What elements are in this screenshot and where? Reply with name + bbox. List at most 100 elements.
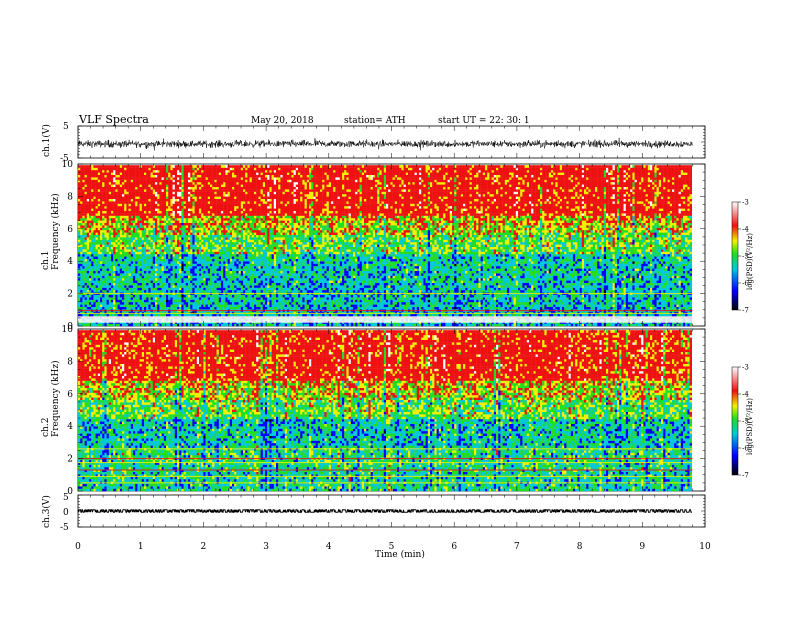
spectrogram-cell (562, 297, 564, 300)
spectrogram-cell (280, 302, 282, 305)
spectrogram-cell (298, 302, 300, 305)
spectrogram-cell (478, 295, 480, 298)
spectrogram-cell (522, 288, 524, 291)
spectrogram-cell (91, 283, 93, 286)
spectrogram-cell (230, 288, 232, 291)
spectrogram-cell (241, 285, 243, 288)
spectrogram-cell (401, 290, 403, 293)
spectrogram-cell (386, 324, 388, 327)
spectrogram-cell (630, 314, 632, 317)
spectrogram-cell (463, 324, 465, 327)
spectrogram-cell (124, 300, 126, 303)
spectrogram-cell (399, 285, 401, 288)
spectrogram-cell (107, 297, 109, 300)
spectrogram-cell (368, 290, 370, 293)
spectrogram-cell (621, 302, 623, 305)
spectrogram-cell (582, 297, 584, 300)
spectrogram-cell (584, 295, 586, 298)
spectrogram-cell (417, 288, 419, 291)
spectrogram-cell (267, 307, 269, 310)
spectrogram-cell (415, 307, 417, 310)
spectrogram-cell (287, 290, 289, 293)
spectrogram-cell (401, 295, 403, 298)
spectrogram-cell (555, 304, 557, 307)
spectrogram-cell (364, 307, 366, 310)
spectrogram-cell (146, 302, 148, 305)
spectrogram-cell (588, 304, 590, 307)
spectrogram-cell (300, 283, 302, 286)
spectrogram-cell (155, 324, 157, 327)
spectrogram-cell (291, 297, 293, 300)
spectrogram-cell (586, 314, 588, 317)
spectrogram-cell (577, 307, 579, 310)
spectrogram-cell (100, 324, 102, 327)
spectrogram-cell (102, 285, 104, 288)
spectrogram-cell (604, 324, 606, 327)
spectrogram-cell (630, 307, 632, 310)
spectrogram-cell (168, 300, 170, 303)
spectrogram-cell (573, 314, 575, 317)
spectrogram-cell (538, 288, 540, 291)
spectrogram-cell (181, 288, 183, 291)
spectrogram-cell (426, 304, 428, 307)
spectrogram-cell (377, 302, 379, 305)
spectrogram-cell (265, 314, 267, 317)
spectrogram-cell (320, 324, 322, 327)
spectrogram-cell (311, 324, 313, 327)
spectrogram-cell (450, 295, 452, 298)
spectrogram-cell (89, 307, 91, 310)
spectrogram-cell (408, 300, 410, 303)
spectrogram-cell (219, 295, 221, 298)
spectrogram-cell (423, 314, 425, 317)
spectrogram-cell (318, 285, 320, 288)
spectrogram-cell (131, 283, 133, 286)
spectrogram-cell (351, 307, 353, 310)
spectrogram-cell (186, 302, 188, 305)
spectrogram-cell (120, 297, 122, 300)
spectrogram-cell (527, 297, 529, 300)
spectrogram-cell (527, 314, 529, 317)
spectrogram-cell (665, 300, 667, 303)
spectrogram-cell (511, 302, 513, 305)
spectrogram-cell (547, 307, 549, 310)
spectrogram-cell (151, 307, 153, 310)
spectrogram-cell (118, 285, 120, 288)
spectrogram-cell (503, 297, 505, 300)
spectrogram-cell (256, 314, 258, 317)
spectrogram-cell (177, 302, 179, 305)
spectrogram-cell (261, 324, 263, 327)
spectrogram-cell (210, 314, 212, 317)
spectrogram-cell (89, 300, 91, 303)
spectrogram-cell (683, 304, 685, 307)
spectrogram-cell (360, 324, 362, 327)
spectrogram-cell (498, 314, 500, 317)
spectrogram-cell (646, 324, 648, 327)
spectrogram-cell (219, 300, 221, 303)
spectrogram-cell (507, 304, 509, 307)
spectrogram-cell (184, 285, 186, 288)
spectrogram-cell (542, 297, 544, 300)
spectrogram-cell (360, 304, 362, 307)
spectrogram-cell (232, 307, 234, 310)
spectrogram-cell (577, 297, 579, 300)
spectrogram-cell (366, 300, 368, 303)
spectrogram-cell (324, 295, 326, 298)
spectrogram-cell (203, 288, 205, 291)
spectrogram-cell (555, 285, 557, 288)
spectrogram-cell (102, 304, 104, 307)
spectrogram-cell (595, 314, 597, 317)
spectrogram-cell (382, 295, 384, 298)
spectrogram-cell (553, 302, 555, 305)
spectrogram-cell (142, 302, 144, 305)
spectrogram-cell (377, 324, 379, 327)
spectrogram-cell (657, 300, 659, 303)
spectrogram-cell (267, 295, 269, 298)
spectrogram-cell (223, 302, 225, 305)
spectrogram-cell (591, 324, 593, 327)
spectrogram-cell (591, 285, 593, 288)
spectrogram-cell (234, 285, 236, 288)
spectrogram-cell (602, 324, 604, 327)
spectrogram-cell (606, 288, 608, 291)
spectrogram-cell (298, 290, 300, 293)
spectrogram-cell (412, 285, 414, 288)
